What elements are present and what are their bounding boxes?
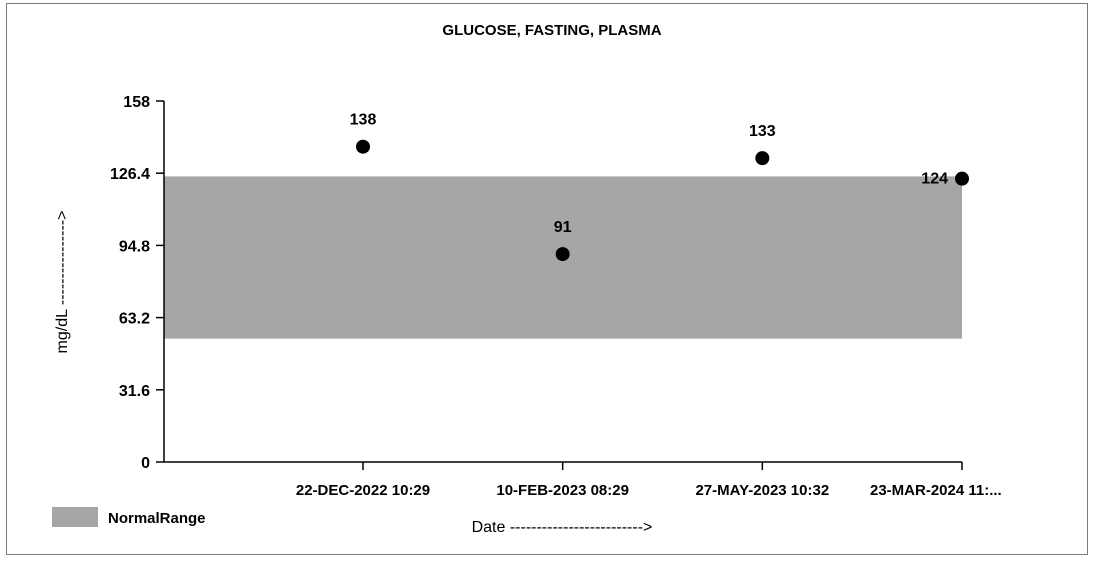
y-tick-label: 63.2 xyxy=(119,311,150,328)
x-tick-label: 23-MAR-2024 11:... xyxy=(870,482,1002,499)
y-tick-label: 0 xyxy=(141,455,150,472)
data-label: 133 xyxy=(749,123,776,140)
x-ticks: 22-DEC-2022 10:29 10-FEB-2023 08:29 27-MAY… xyxy=(296,462,1002,499)
data-points: 138 91 133 124 xyxy=(350,112,969,262)
y-axis-label: mg/dL ----------------> xyxy=(54,211,71,354)
chart-title: GLUCOSE, FASTING, PLASMA xyxy=(442,22,661,39)
data-label: 138 xyxy=(350,112,377,129)
x-tick-label: 10-FEB-2023 08:29 xyxy=(496,482,629,499)
data-label: 124 xyxy=(921,171,948,188)
legend-swatch xyxy=(52,507,98,527)
y-tick-label: 158 xyxy=(123,94,150,111)
data-point xyxy=(755,151,770,166)
x-tick-label: 22-DEC-2022 10:29 xyxy=(296,482,430,499)
y-tick-label: 94.8 xyxy=(119,238,150,255)
legend-label: NormalRange xyxy=(108,510,206,527)
y-ticks: 0 31.6 63.2 94.8 126.4 158 xyxy=(110,94,164,472)
data-label: 91 xyxy=(554,219,572,236)
data-point xyxy=(356,139,370,154)
data-point xyxy=(955,171,969,186)
x-tick-label: 27-MAY-2023 10:32 xyxy=(695,482,829,499)
y-tick-label: 126.4 xyxy=(110,166,150,183)
x-axis-label: Date -------------------------> xyxy=(472,519,653,536)
data-point xyxy=(555,247,570,262)
y-tick-label: 31.6 xyxy=(119,383,150,400)
